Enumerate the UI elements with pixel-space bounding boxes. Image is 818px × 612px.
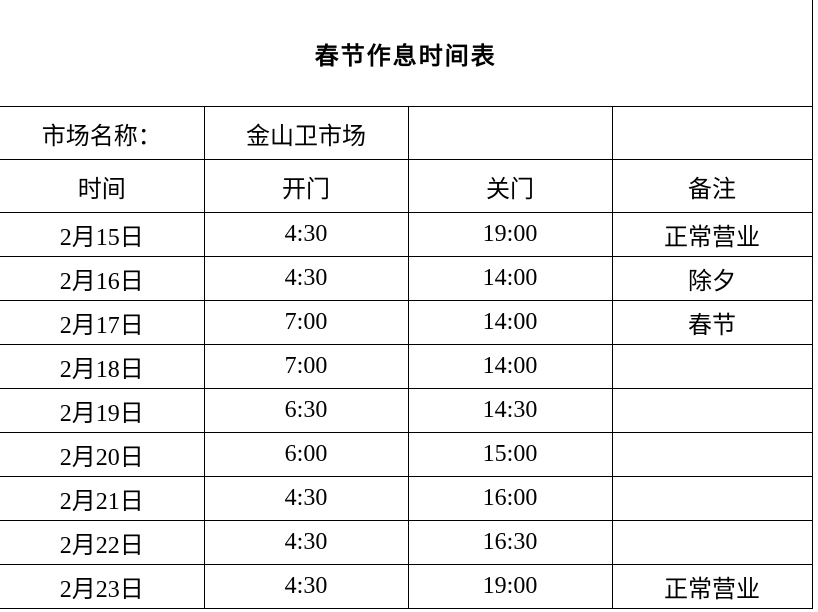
close-time-cell[interactable]: 14:00	[407, 256, 613, 301]
close-time-cell[interactable]: 14:00	[407, 300, 613, 345]
close-time-cell[interactable]: 19:00	[407, 564, 613, 609]
close-time-cell[interactable]: 19:00	[407, 212, 613, 257]
table-row: 2月20日 6:00 15:00	[0, 432, 813, 477]
note-cell[interactable]	[611, 432, 813, 477]
market-name[interactable]: 金山卫市场	[203, 106, 409, 160]
date-cell[interactable]: 2月22日	[0, 520, 205, 565]
date-cell[interactable]: 2月20日	[0, 432, 205, 477]
date-cell[interactable]: 2月21日	[0, 476, 205, 521]
market-label[interactable]: 市场名称：	[0, 106, 205, 160]
open-time-cell[interactable]: 7:00	[203, 300, 409, 345]
note-cell[interactable]	[611, 476, 813, 521]
note-cell[interactable]	[611, 388, 813, 433]
note-cell[interactable]: 正常营业	[611, 212, 813, 257]
date-cell[interactable]: 2月18日	[0, 344, 205, 389]
table-row: 2月16日 4:30 14:00 除夕	[0, 256, 813, 301]
close-time-cell[interactable]: 14:30	[407, 388, 613, 433]
header-note[interactable]: 备注	[611, 159, 813, 213]
page-title[interactable]: 春节作息时间表	[0, 0, 813, 107]
header-close[interactable]: 关门	[407, 159, 613, 213]
date-cell[interactable]: 2月17日	[0, 300, 205, 345]
close-time-cell[interactable]: 16:00	[407, 476, 613, 521]
table-row: 2月21日 4:30 16:00	[0, 476, 813, 521]
table-row: 2月22日 4:30 16:30	[0, 520, 813, 565]
close-time-cell[interactable]: 15:00	[407, 432, 613, 477]
date-cell[interactable]: 2月16日	[0, 256, 205, 301]
table-row: 2月17日 7:00 14:00 春节	[0, 300, 813, 345]
note-cell[interactable]: 正常营业	[611, 564, 813, 609]
close-time-cell[interactable]: 14:00	[407, 344, 613, 389]
note-cell[interactable]: 春节	[611, 300, 813, 345]
open-time-cell[interactable]: 4:30	[203, 520, 409, 565]
empty-cell[interactable]	[611, 106, 813, 160]
open-time-cell[interactable]: 6:30	[203, 388, 409, 433]
table-row: 2月23日 4:30 19:00 正常营业	[0, 564, 813, 609]
open-time-cell[interactable]: 4:30	[203, 212, 409, 257]
open-time-cell[interactable]: 4:30	[203, 476, 409, 521]
table-row: 2月19日 6:30 14:30	[0, 388, 813, 433]
open-time-cell[interactable]: 4:30	[203, 256, 409, 301]
table-row: 2月15日 4:30 19:00 正常营业	[0, 212, 813, 257]
note-cell[interactable]	[611, 520, 813, 565]
open-time-cell[interactable]: 7:00	[203, 344, 409, 389]
date-cell[interactable]: 2月15日	[0, 212, 205, 257]
header-date[interactable]: 时间	[0, 159, 205, 213]
close-time-cell[interactable]: 16:30	[407, 520, 613, 565]
table-row: 2月18日 7:00 14:00	[0, 344, 813, 389]
note-cell[interactable]: 除夕	[611, 256, 813, 301]
note-cell[interactable]	[611, 344, 813, 389]
date-cell[interactable]: 2月19日	[0, 388, 205, 433]
date-cell[interactable]: 2月23日	[0, 564, 205, 609]
open-time-cell[interactable]: 4:30	[203, 564, 409, 609]
empty-cell[interactable]	[407, 106, 613, 160]
open-time-cell[interactable]: 6:00	[203, 432, 409, 477]
header-open[interactable]: 开门	[203, 159, 409, 213]
